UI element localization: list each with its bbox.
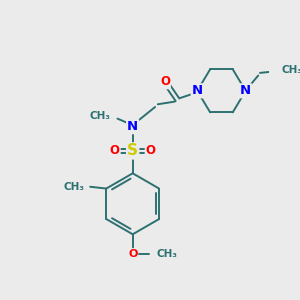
Text: CH₃: CH₃: [156, 249, 177, 259]
Text: N: N: [192, 84, 203, 97]
Text: O: O: [160, 75, 170, 88]
Text: O: O: [146, 144, 156, 158]
Text: N: N: [127, 120, 138, 133]
Text: O: O: [128, 249, 137, 259]
Text: CH₃: CH₃: [64, 182, 85, 192]
Text: S: S: [127, 143, 138, 158]
Text: CH₃: CH₃: [89, 111, 110, 121]
Text: CH₃: CH₃: [281, 65, 300, 75]
Text: N: N: [240, 84, 251, 97]
Text: O: O: [110, 144, 120, 158]
